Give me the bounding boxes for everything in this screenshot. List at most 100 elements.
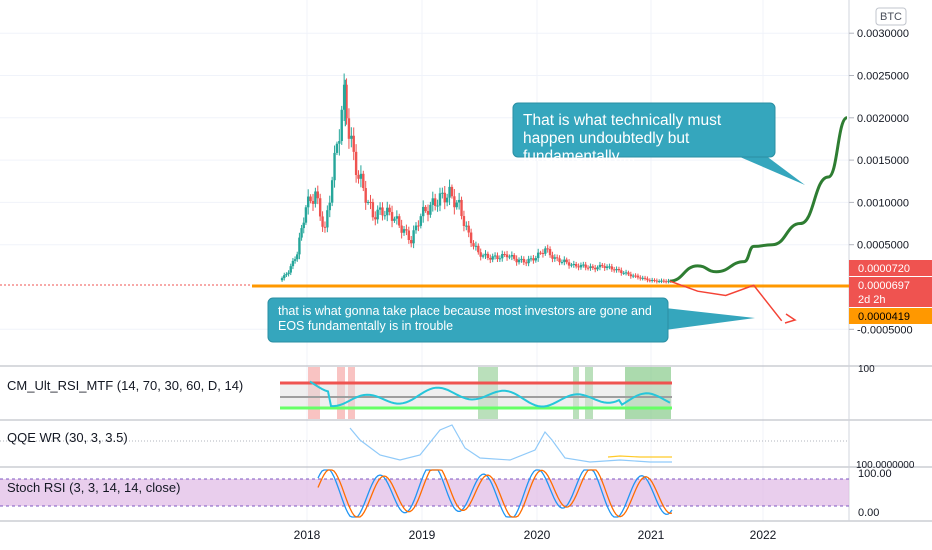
candle-body: [445, 197, 449, 203]
candle-body: [453, 196, 456, 208]
candle-body: [615, 268, 618, 271]
currency-badge[interactable]: [875, 7, 907, 26]
candle-body: [350, 135, 353, 139]
candle-body: [546, 248, 549, 250]
price-tick-label: 0.0010000: [857, 197, 909, 209]
candle-body: [296, 254, 299, 260]
candle-body: [306, 196, 310, 208]
price-tick-label: -0.0005000: [857, 324, 913, 336]
candle-body: [605, 266, 609, 269]
candle-body: [448, 186, 451, 198]
qqe-trailing-line: [607, 455, 672, 458]
candle-body: [421, 206, 425, 217]
bottom-callout-box[interactable]: [267, 297, 669, 343]
candle-body: [291, 260, 295, 267]
candle-body: [520, 258, 523, 260]
bullish-projection-arrow[interactable]: [669, 116, 848, 283]
candle-body: [579, 264, 583, 268]
candle-body: [555, 257, 559, 259]
top-callout-box[interactable]: [512, 102, 776, 158]
candle-body: [610, 266, 614, 270]
candle-body: [584, 264, 587, 268]
candle-body: [472, 243, 475, 247]
candle-body: [517, 259, 521, 263]
time-tick-label: 2019: [409, 528, 436, 542]
support-price-tag: [849, 308, 932, 324]
current-price-tag: [849, 277, 932, 307]
candle-body: [450, 186, 454, 197]
candle-body: [636, 275, 640, 278]
candle-body: [560, 261, 564, 263]
candle-body: [429, 204, 432, 215]
candle-body: [438, 193, 442, 206]
rsi-mtf-pane[interactable]: CM_Ult_RSI_MTF (14, 70, 30, 60, D, 14) 1…: [7, 364, 875, 419]
stoch-pane-title: Stoch RSI (3, 3, 14, 14, close): [7, 480, 180, 495]
candle-body: [639, 277, 642, 279]
candle-body: [369, 201, 372, 203]
candle-body: [510, 255, 514, 257]
price-axis[interactable]: 0.0030000 0.0025000 0.0020000 0.0015000 0.00…: [849, 28, 913, 336]
candle-body: [318, 198, 322, 217]
candle-body: [407, 230, 411, 241]
candle-body: [570, 264, 573, 266]
time-tick-label: 2022: [750, 528, 777, 542]
candle-body: [354, 151, 358, 176]
candle-body: [419, 216, 423, 226]
candle-body: [302, 222, 305, 229]
candle-body: [417, 225, 420, 227]
candle-body: [646, 278, 649, 281]
candle-body: [300, 228, 303, 238]
price-candles: [280, 73, 670, 284]
candle-body: [357, 175, 360, 179]
candle-body: [529, 258, 533, 260]
candle-body: [340, 109, 343, 142]
last-price-tag: [849, 260, 932, 276]
candle-body: [441, 192, 444, 194]
candle-body: [410, 240, 413, 244]
candle-body: [491, 256, 494, 260]
candle-body: [586, 267, 590, 269]
candle-body: [298, 237, 301, 255]
candle-body: [532, 258, 535, 261]
candle-body: [383, 215, 387, 217]
candle-body: [474, 245, 478, 247]
candle-body: [362, 173, 365, 189]
candle-body: [436, 205, 439, 207]
candle-body: [505, 254, 509, 258]
candle-body: [643, 277, 647, 279]
stoch-axis-bottom: 0.00: [858, 507, 879, 519]
candle-body: [287, 272, 290, 275]
time-tick-label: 2020: [524, 528, 551, 542]
time-axis[interactable]: 2018 2019 2020 2021 2022: [294, 528, 777, 542]
stoch-axis-top: 100.00: [858, 468, 892, 480]
candle-body: [309, 196, 312, 202]
candle-body: [323, 226, 327, 228]
candle-body: [431, 198, 434, 205]
bearish-projection-arrow[interactable]: [669, 280, 783, 322]
candle-body: [641, 277, 644, 279]
candle-body: [489, 258, 492, 260]
candle-body: [414, 225, 418, 231]
candle-body: [544, 248, 547, 254]
candle-body: [390, 212, 394, 221]
stoch-rsi-pane[interactable]: Stoch RSI (3, 3, 14, 14, close) 100.00 0…: [0, 468, 892, 519]
candle-body: [541, 253, 545, 255]
candle-body: [655, 280, 659, 282]
candle-body: [381, 207, 384, 216]
candle-body: [283, 275, 286, 279]
candle-body: [316, 191, 319, 199]
qqe-pane[interactable]: QQE WR (30, 3, 3.5) 100.0000000: [0, 424, 915, 471]
bottom-callout-text: that is what gonna take place because mo…: [278, 304, 652, 333]
candle-body: [629, 274, 633, 277]
price-tick-label: 0.0020000: [857, 113, 909, 125]
candle-body: [484, 253, 487, 256]
countdown-label: 2d 2h: [858, 294, 886, 306]
candle-body: [345, 84, 348, 119]
candle-body: [457, 199, 461, 203]
candle-body: [577, 266, 580, 268]
candle-body: [467, 225, 470, 233]
candle-body: [501, 254, 504, 259]
candle-body: [388, 207, 391, 213]
candle-body: [567, 262, 571, 266]
